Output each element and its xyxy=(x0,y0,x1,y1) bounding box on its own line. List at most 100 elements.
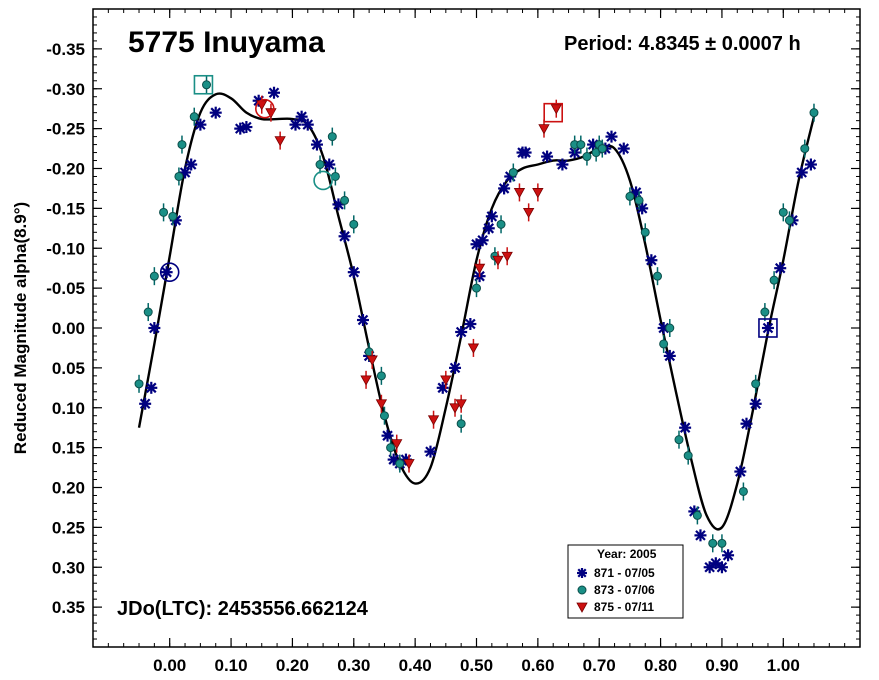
data-point-871 xyxy=(209,106,222,119)
data-point-873 xyxy=(496,215,506,234)
data-point-875 xyxy=(366,350,378,369)
y-tick-label: 0.15 xyxy=(52,439,85,458)
data-point-871 xyxy=(240,121,253,134)
y-tick-labels: -0.35 -0.30 -0.25 -0.20 -0.15 -0.10 -0.05 0.00 0… xyxy=(46,40,85,617)
x-tick-label: 0.90 xyxy=(705,656,738,675)
data-point-873 xyxy=(570,135,580,154)
data-point-873 xyxy=(597,139,607,158)
data-point-871 xyxy=(498,182,511,195)
highlight-circle xyxy=(255,98,275,119)
data-point-871 xyxy=(804,158,817,171)
data-point-873 xyxy=(202,75,212,94)
data-point-871 xyxy=(694,529,707,542)
data-point-871 xyxy=(740,417,753,430)
data-point-871 xyxy=(464,318,477,331)
data-point-871 xyxy=(179,166,192,179)
data-point-871 xyxy=(617,142,630,155)
x-tick-label: 1.00 xyxy=(767,656,800,675)
data-point-871 xyxy=(455,325,468,338)
x-tick-labels: 0.00 0.10 0.20 0.30 0.40 0.50 0.60 0.70 0.80 0.90… xyxy=(153,656,800,675)
data-point-873 xyxy=(508,163,518,182)
x-tick-label: 0.50 xyxy=(460,656,493,675)
data-point-871 xyxy=(268,86,281,99)
data-point-871 xyxy=(310,138,323,151)
data-point-875 xyxy=(455,394,467,413)
data-point-873 xyxy=(189,107,199,126)
legend-entry-875: 875 - 07/11 xyxy=(594,600,654,614)
data-point-873 xyxy=(751,374,761,393)
y-tick-label: 0.35 xyxy=(52,598,85,617)
data-point-875 xyxy=(473,259,486,278)
data-point-871 xyxy=(663,349,676,362)
fit-curve xyxy=(137,92,816,531)
y-tick-label: -0.35 xyxy=(46,40,85,59)
data-point-871 xyxy=(734,465,747,478)
y-tick-label: -0.05 xyxy=(46,279,85,298)
legend-marker-asterisk xyxy=(577,568,587,578)
data-point-871 xyxy=(645,254,658,267)
data-point-871 xyxy=(541,150,554,163)
data-point-871 xyxy=(482,222,495,235)
data-point-873 xyxy=(665,319,675,337)
data-point-871 xyxy=(556,158,569,171)
x-tick-label: 0.40 xyxy=(399,656,432,675)
data-point-873 xyxy=(330,167,340,186)
data-point-873 xyxy=(653,267,663,286)
data-point-873 xyxy=(674,430,684,449)
data-point-873 xyxy=(708,534,718,553)
data-point-871 xyxy=(323,158,336,171)
data-point-873 xyxy=(582,147,592,166)
data-point-875 xyxy=(522,203,535,222)
data-point-871 xyxy=(774,262,787,275)
y-tick-label: 0.30 xyxy=(52,558,85,577)
highlight-square xyxy=(543,102,564,123)
data-point-873 xyxy=(778,203,788,222)
legend-title: Year: 2005 xyxy=(597,547,657,561)
data-point-873 xyxy=(576,135,586,154)
data-point-873 xyxy=(784,211,794,230)
data-point-873 xyxy=(809,103,819,122)
legend-entry-871: 871 - 07/05 xyxy=(594,566,655,580)
x-tick-label: 0.60 xyxy=(521,656,554,675)
y-tick-label: 0.05 xyxy=(52,359,85,378)
data-point-875 xyxy=(274,131,286,150)
y-axis-title: Reduced Magnitude alpha(8.9°) xyxy=(11,202,30,454)
data-point-873 xyxy=(769,271,779,290)
data-point-873 xyxy=(683,446,693,465)
legend-entry-873: 873 - 07/06 xyxy=(594,583,655,597)
data-point-871 xyxy=(289,118,302,131)
data-point-875 xyxy=(391,434,403,453)
data-point-871 xyxy=(636,202,649,215)
data-point-875 xyxy=(492,251,504,270)
data-point-873 xyxy=(640,223,650,242)
data-point-875 xyxy=(538,119,550,138)
x-tick-label: 0.70 xyxy=(583,656,616,675)
highlight-square xyxy=(758,318,778,338)
data-point-875 xyxy=(375,394,388,413)
data-point-873 xyxy=(717,534,727,553)
data-point-875 xyxy=(403,454,415,473)
data-point-871 xyxy=(761,322,774,334)
data-point-871 xyxy=(160,266,173,279)
data-point-875 xyxy=(501,247,513,266)
data-point-871 xyxy=(722,549,735,562)
y-tick-label: 0.25 xyxy=(52,518,85,537)
axis-ticks xyxy=(92,8,861,648)
chart-title: 5775 Inuyama xyxy=(128,26,325,59)
x-tick-label: 0.10 xyxy=(215,656,248,675)
data-point-875 xyxy=(440,370,452,389)
data-point-871 xyxy=(485,210,498,223)
legend-marker-circle xyxy=(577,585,587,595)
highlight-markers-layer xyxy=(159,74,778,338)
data-point-873 xyxy=(159,203,169,222)
y-tick-label: -0.25 xyxy=(46,120,85,139)
y-tick-label: -0.10 xyxy=(46,239,85,258)
data-point-871 xyxy=(338,230,351,243)
data-points-layer xyxy=(134,75,819,574)
data-point-873 xyxy=(376,366,386,385)
data-point-873 xyxy=(379,406,389,425)
fit-curve-layer xyxy=(137,92,816,531)
data-point-871 xyxy=(139,397,152,410)
data-point-871 xyxy=(301,118,314,131)
